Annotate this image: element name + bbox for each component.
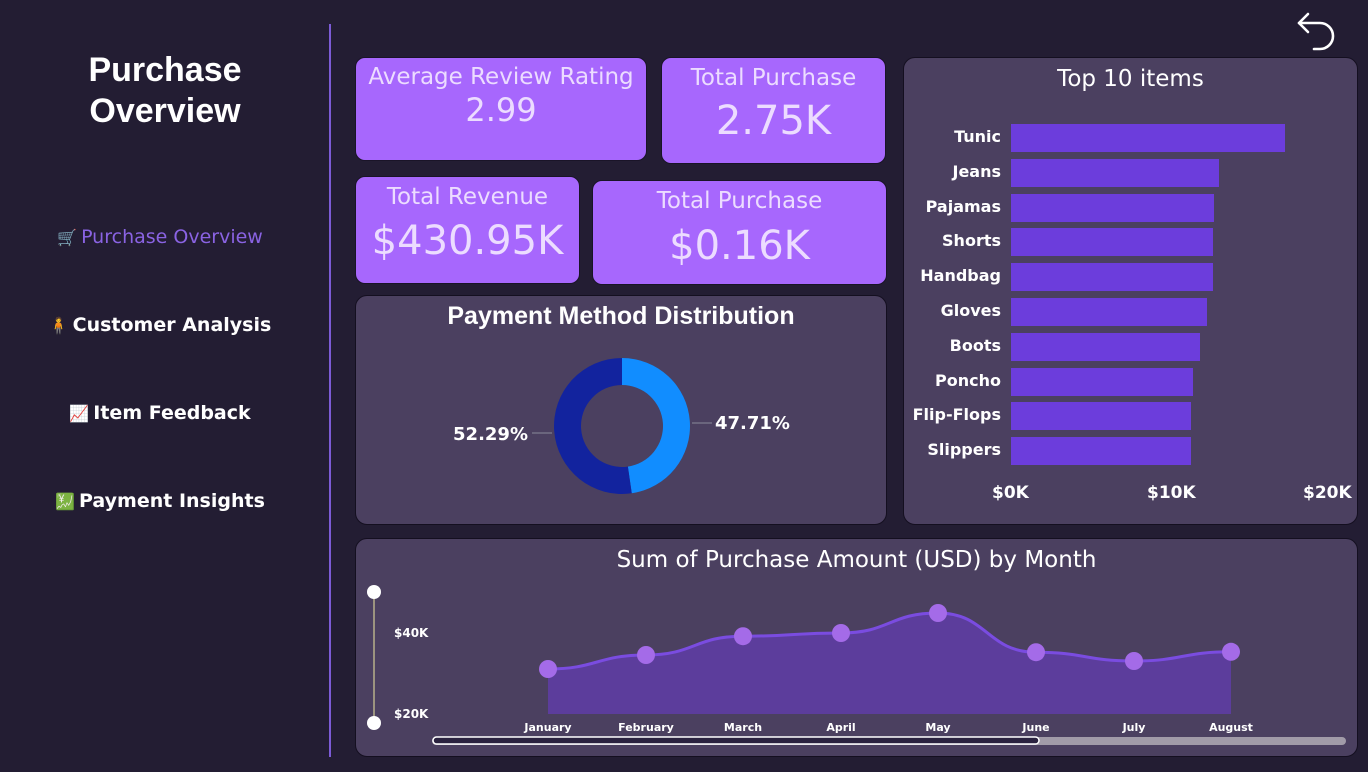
area-line (547, 611, 1232, 671)
data-point[interactable] (929, 604, 947, 622)
sidebar-divider (329, 24, 331, 757)
slice-label: 52.29% (453, 424, 528, 445)
bar-category-label: Tunic (954, 127, 1001, 146)
bar-chart: Tunic Jeans Pajamas Shorts Handbag Gloves Boot… (904, 58, 1359, 526)
month-label: March (724, 721, 762, 734)
donut-chart: 47.71% 52.29% (453, 358, 790, 494)
bar[interactable] (1011, 367, 1193, 396)
nav-purchase-overview[interactable]: 🛒 Purchase Overview (30, 215, 290, 259)
area-chart: January February March April May June July Augu… (367, 585, 1346, 745)
data-point[interactable] (1027, 643, 1045, 662)
kpi-label: Average Review Rating (368, 64, 634, 90)
y-slider-handle-bottom[interactable] (367, 716, 381, 730)
month-label: June (1021, 721, 1049, 734)
top-items-panel: Top 10 items Tunic Jeans Pajamas Shorts Hand… (903, 57, 1358, 525)
bar-category-label: Jeans (952, 161, 1001, 181)
bar[interactable] (1011, 193, 1215, 222)
kpi-total-purchase-amount: Total Purchase $0.16K (592, 180, 887, 285)
data-point[interactable] (734, 627, 752, 646)
y-tick-label: $20K (394, 707, 429, 721)
kpi-value: $430.95K (371, 218, 564, 264)
data-point[interactable] (637, 646, 655, 664)
bar[interactable] (1011, 124, 1285, 152)
x-tick-label: $20K (1303, 483, 1352, 503)
bar-category-label: Pajamas (925, 196, 1001, 216)
bar[interactable] (1011, 298, 1207, 326)
slice-label: 47.71% (715, 413, 790, 434)
bar-category-label: Shorts (942, 231, 1001, 251)
bar[interactable] (1011, 263, 1213, 292)
nav-label: Purchase Overview (81, 226, 263, 248)
bar[interactable] (1011, 437, 1191, 466)
month-label: July (1122, 721, 1146, 734)
kpi-average-rating: Average Review Rating 2.99 (355, 57, 647, 161)
kpi-value: $0.16K (669, 223, 810, 269)
y-tick-label: $40K (394, 626, 429, 640)
donut-slice[interactable] (554, 358, 632, 494)
horizontal-scrollbar-thumb[interactable] (432, 736, 1040, 745)
back-arrow-icon[interactable] (1294, 6, 1340, 52)
kpi-total-purchase: Total Purchase 2.75K (661, 57, 886, 164)
bar-category-label: Boots (949, 335, 1001, 355)
month-label: January (523, 721, 571, 734)
nav-item-feedback[interactable]: 📈 Item Feedback (30, 391, 290, 435)
bar-category-label: Poncho (935, 370, 1001, 390)
data-point[interactable] (1125, 652, 1143, 670)
nav-customer-analysis[interactable]: 🧍 Customer Analysis (30, 303, 290, 347)
chart-up-icon: 📈 (69, 403, 90, 423)
person-icon: 🧍 (48, 315, 69, 335)
x-tick-label: $0K (992, 483, 1029, 503)
bar-category-label: Gloves (940, 301, 1001, 320)
chart-title: Payment Method Distribution (447, 302, 795, 330)
kpi-value: 2.99 (465, 91, 537, 129)
bar-category-label: Handbag (920, 266, 1001, 286)
chart-yen-icon: 💹 (55, 491, 76, 511)
month-label: August (1209, 721, 1253, 734)
chart-title: Sum of Purchase Amount (USD) by Month (616, 547, 1097, 573)
y-slider-handle-top[interactable] (367, 585, 381, 599)
data-point[interactable] (832, 624, 850, 642)
month-label: February (618, 721, 674, 734)
kpi-label: Total Purchase (656, 188, 823, 214)
data-point[interactable] (1222, 642, 1240, 661)
x-tick-label: $10K (1147, 483, 1196, 503)
month-label: May (925, 721, 950, 734)
bar[interactable] (1011, 158, 1220, 187)
nav-payment-insights[interactable]: 💹 Payment Insights (30, 479, 290, 523)
data-point[interactable] (539, 660, 557, 678)
donut-slice[interactable] (622, 358, 690, 494)
kpi-total-revenue: Total Revenue $430.95K (355, 176, 580, 284)
nav-label: Payment Insights (79, 490, 265, 512)
bar[interactable] (1011, 228, 1213, 257)
chart-title: Top 10 items (1057, 66, 1204, 92)
payment-method-panel: Payment Method Distribution 47.71% 52.29% (355, 295, 887, 525)
kpi-label: Total Purchase (690, 65, 857, 91)
bar[interactable] (1011, 332, 1201, 361)
monthly-purchase-panel: Sum of Purchase Amount (USD) by Month Ja… (355, 538, 1358, 757)
bar[interactable] (1011, 402, 1191, 431)
nav-label: Customer Analysis (72, 314, 272, 336)
kpi-value: 2.75K (715, 98, 832, 144)
page-title: Purchase Overview (88, 51, 242, 130)
month-label: April (826, 721, 855, 734)
kpi-label: Total Revenue (386, 184, 549, 210)
bar-category-label: Slippers (927, 440, 1001, 460)
bar-category-label: Flip-Flops (912, 405, 1001, 425)
nav-label: Item Feedback (93, 402, 251, 424)
cart-icon: 🛒 (57, 227, 78, 247)
